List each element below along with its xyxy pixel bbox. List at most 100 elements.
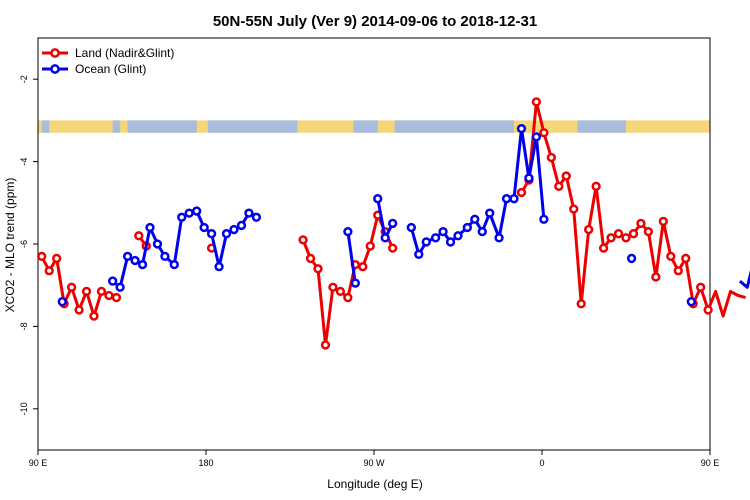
x-tick-label: 90 W [363, 458, 385, 468]
x-tick-label: 90 E [701, 458, 720, 468]
data-point [621, 233, 631, 243]
data-point [160, 251, 170, 262]
data-point [37, 251, 47, 262]
chart-title: 50N-55N July (Ver 9) 2014-09-06 to 2018-… [213, 13, 537, 30]
axes: 90 E 180 90 W 0 90 E -2 -4 -6 -8 -10 [19, 75, 719, 468]
data-point [516, 123, 527, 134]
series-line [520, 100, 746, 318]
y-tick-label: -2 [19, 75, 29, 83]
series-line [738, 269, 750, 289]
data-point [430, 233, 441, 243]
data-point [388, 243, 398, 253]
data-point [298, 235, 308, 245]
data-point [305, 253, 316, 264]
data-point [613, 229, 624, 239]
data-point [192, 206, 202, 216]
data-point [81, 286, 92, 297]
data-point [703, 305, 713, 315]
data-point [681, 253, 691, 264]
data-point [229, 224, 239, 235]
y-tick-label: -8 [19, 322, 29, 330]
data-point [89, 311, 99, 321]
data-point [365, 241, 375, 251]
data-point [380, 233, 390, 243]
data-point [470, 214, 480, 224]
data-point [335, 286, 346, 297]
data-point [373, 194, 383, 204]
data-point [462, 222, 472, 233]
data-point [74, 305, 84, 315]
data-point [115, 282, 125, 292]
data-point [328, 282, 338, 292]
data-point [313, 264, 323, 274]
data-point [57, 297, 67, 307]
data-point [221, 229, 232, 239]
data-point [561, 171, 571, 181]
data-point [539, 214, 549, 224]
data-point [576, 299, 586, 309]
data-point [104, 290, 114, 301]
data-point [501, 194, 512, 204]
data-point [244, 208, 254, 218]
y-tick-label: -4 [19, 158, 29, 166]
data-point [184, 208, 194, 218]
data-point [598, 243, 609, 253]
land-ocean-strip [38, 120, 710, 133]
data-point [494, 233, 504, 243]
strip-ocean-segment [577, 120, 626, 133]
x-axis-label: Longitude (deg E) [327, 477, 422, 491]
data-point [152, 239, 163, 249]
data-point [145, 222, 155, 233]
data-point [477, 226, 487, 237]
series-layer [37, 97, 750, 350]
x-tick-label: 180 [198, 458, 213, 468]
data-point [524, 173, 534, 183]
legend-marker [50, 64, 60, 74]
data-point [673, 266, 683, 276]
legend-label: Ocean (Glint) [75, 62, 146, 76]
data-point [66, 282, 77, 292]
data-point [414, 249, 424, 259]
series-land [37, 97, 746, 350]
data-point [539, 128, 549, 138]
y-axis-label: XCO2 - MLO trend (ppm) [3, 178, 17, 313]
data-point [584, 224, 594, 235]
strip-ocean-segment [394, 120, 514, 133]
data-point [531, 97, 542, 107]
strip-ocean-segment [112, 120, 121, 133]
data-point [358, 262, 368, 272]
data-point [388, 218, 398, 229]
data-point [206, 229, 217, 239]
data-point [236, 220, 247, 231]
data-point [52, 253, 62, 264]
data-point [546, 152, 556, 163]
data-point [320, 340, 331, 350]
data-point [44, 266, 54, 276]
legend: Land (Nadir&Glint) Ocean (Glint) [42, 46, 174, 76]
y-tick-label: -6 [19, 240, 29, 248]
data-point [130, 255, 140, 266]
y-tick-label: -10 [19, 402, 29, 415]
data-point [453, 231, 463, 241]
data-point [251, 212, 262, 222]
strip-ocean-segment [207, 120, 298, 133]
strip-ocean-segment [127, 120, 197, 133]
data-point [686, 297, 696, 307]
data-point [606, 233, 616, 243]
data-point [214, 262, 224, 272]
data-point [406, 222, 416, 233]
x-tick-label: 90 E [29, 458, 48, 468]
series-line [111, 209, 258, 289]
data-point [628, 229, 639, 239]
data-point [134, 231, 144, 241]
data-point [96, 286, 107, 297]
data-point [485, 208, 495, 218]
data-point [343, 292, 353, 303]
data-point [696, 282, 706, 292]
data-point [516, 187, 527, 198]
data-point [509, 194, 519, 204]
data-point [199, 222, 209, 233]
strip-ocean-segment [41, 120, 50, 133]
data-point [122, 251, 133, 262]
